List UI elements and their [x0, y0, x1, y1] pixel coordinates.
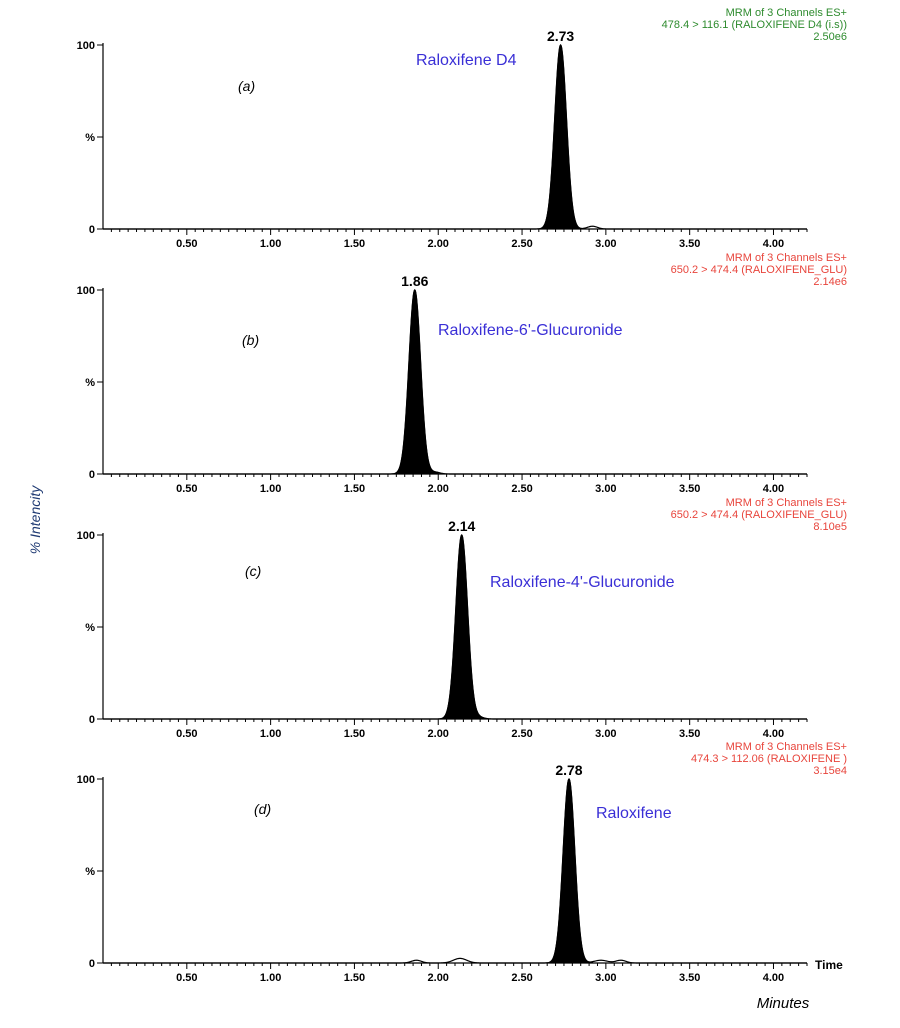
chromatogram-trace — [103, 778, 807, 964]
y-tick-label: 0 — [89, 958, 95, 970]
channel-info-line: MRM of 3 Channels ES+ — [726, 252, 847, 264]
x-tick-label: 1.50 — [344, 728, 365, 740]
channel-info-line: 2.14e6 — [813, 276, 847, 288]
channel-info-line: 650.2 > 474.4 (RALOXIFENE_GLU) — [671, 509, 847, 521]
x-tick-label: 0.50 — [176, 972, 197, 984]
y-tick-label: 100 — [77, 285, 95, 297]
x-tick-label: 2.50 — [511, 238, 532, 250]
channel-info-line: 2.50e6 — [813, 31, 847, 43]
compound-name: Raloxifene D4 — [416, 52, 517, 69]
x-tick-label: 1.00 — [260, 728, 281, 740]
x-tick-label: 0.50 — [176, 483, 197, 495]
x-tick-label: 4.00 — [763, 728, 784, 740]
panel-letter: (a) — [238, 78, 255, 94]
channel-info-line: 8.10e5 — [813, 521, 847, 533]
x-tick-label: 1.50 — [344, 972, 365, 984]
chromatogram-panel-b: 0.50 1.00 1.50 2.00 2.50 3.00 3.50 4.00 0% 100 1.8… — [77, 252, 847, 495]
x-tick-label: 3.50 — [679, 483, 700, 495]
x-tick-label: 2.50 — [511, 972, 532, 984]
x-tick-label: 1.00 — [260, 483, 281, 495]
panels: 0.50 1.00 1.50 2.00 2.50 3.00 3.50 4.00 0% 100 2.7… — [77, 7, 847, 984]
x-tick-label: 3.00 — [595, 972, 616, 984]
panel-letter: (c) — [245, 563, 261, 579]
x-tick-label: 2.50 — [511, 728, 532, 740]
x-tick-label: 3.00 — [595, 238, 616, 250]
x-tick-label: 2.00 — [428, 728, 449, 740]
x-tick-label: 2.00 — [428, 238, 449, 250]
y-tick-label: % — [85, 622, 95, 634]
peak-area — [437, 534, 486, 720]
x-tick-label: 4.00 — [763, 972, 784, 984]
x-tick-label: 4.00 — [763, 238, 784, 250]
x-tick-label: 0.50 — [176, 238, 197, 250]
x-tick-label: 2.00 — [428, 483, 449, 495]
y-tick-label: 0 — [89, 224, 95, 236]
x-tick-label: 0.50 — [176, 728, 197, 740]
y-tick-label: % — [85, 866, 95, 878]
x-tick-label: 2.00 — [428, 972, 449, 984]
y-tick-label: 0 — [89, 469, 95, 481]
channel-info-line: 478.4 > 116.1 (RALOXIFENE D4 (i.s)) — [662, 19, 847, 31]
x-tick-label: 1.00 — [260, 972, 281, 984]
y-tick-label: 100 — [77, 530, 95, 542]
compound-name: Raloxifene-6'-Glucuronide — [438, 322, 623, 339]
channel-info-line: 474.3 > 112.06 (RALOXIFENE ) — [691, 753, 847, 765]
x-tick-label: 4.00 — [763, 483, 784, 495]
x-tick-label: 3.00 — [595, 483, 616, 495]
time-axis-word: Time — [815, 958, 843, 972]
panel-letter: (d) — [254, 801, 271, 817]
panel-letter: (b) — [242, 332, 259, 348]
x-tick-label: 3.50 — [679, 728, 700, 740]
peak-retention-label: 1.86 — [401, 273, 428, 289]
channel-info-line: MRM of 3 Channels ES+ — [726, 741, 847, 753]
channel-info-line: MRM of 3 Channels ES+ — [726, 497, 847, 509]
peak-area — [390, 289, 439, 475]
x-tick-label: 3.00 — [595, 728, 616, 740]
chromatogram-trace — [103, 288, 807, 475]
peak-retention-label: 2.78 — [555, 762, 582, 778]
x-tick-label: 3.50 — [679, 972, 700, 984]
x-tick-label: 1.50 — [344, 483, 365, 495]
y-axis-label: % Intencity — [27, 485, 43, 554]
x-axis-label: Minutes — [757, 995, 810, 1012]
peak-area — [545, 778, 593, 964]
y-tick-label: 100 — [77, 774, 95, 786]
y-tick-label: % — [85, 132, 95, 144]
chromatogram-panel-c: 0.50 1.00 1.50 2.00 2.50 3.00 3.50 4.00 0% 100 2.1… — [77, 497, 847, 740]
peak-area — [536, 44, 585, 230]
y-tick-label: % — [85, 377, 95, 389]
x-tick-label: 2.50 — [511, 483, 532, 495]
channel-info-line: 3.15e4 — [813, 765, 847, 777]
compound-name: Raloxifene — [596, 805, 672, 822]
peak-retention-label: 2.73 — [547, 28, 574, 44]
channel-info-line: MRM of 3 Channels ES+ — [726, 7, 847, 19]
y-tick-label: 100 — [77, 40, 95, 52]
x-tick-label: 1.50 — [344, 238, 365, 250]
channel-info-line: 650.2 > 474.4 (RALOXIFENE_GLU) — [671, 264, 847, 276]
compound-name: Raloxifene-4'-Glucuronide — [490, 574, 675, 591]
chromatogram-trace — [103, 43, 807, 230]
x-tick-label: 3.50 — [679, 238, 700, 250]
x-tick-label: 1.00 — [260, 238, 281, 250]
chromatogram-panel-d: 0.50 1.00 1.50 2.00 2.50 3.00 3.50 4.00 0% 100 2.7… — [77, 741, 847, 984]
peak-retention-label: 2.14 — [448, 518, 475, 534]
y-tick-label: 0 — [89, 714, 95, 726]
chromatogram-panel-a: 0.50 1.00 1.50 2.00 2.50 3.00 3.50 4.00 0% 100 2.7… — [77, 7, 847, 250]
